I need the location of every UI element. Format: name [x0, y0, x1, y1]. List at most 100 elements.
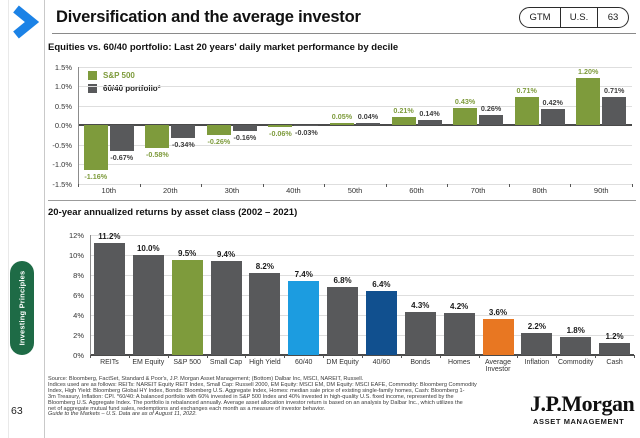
x-tick-label: Bonds [410, 359, 431, 366]
bar-value-label: 7.4% [294, 270, 313, 279]
x-tick-label: High Yield [249, 359, 281, 366]
legend-item-sp500: S&P 500 [88, 71, 161, 80]
bar [288, 281, 320, 355]
tick-mark [595, 355, 597, 358]
y-tick-label: -1.0% [52, 160, 72, 169]
bar-value-label: 3.6% [488, 308, 508, 317]
bar [576, 78, 601, 125]
x-tick-label: 10th [101, 186, 117, 195]
bar-value-label: -0.06% [269, 129, 292, 139]
bar-value-label: 0.43% [454, 97, 476, 107]
tick-mark [90, 355, 91, 358]
y-tick-label: 1.5% [54, 62, 72, 72]
page-title: Diversification and the average investor [56, 8, 361, 26]
tick-mark [245, 355, 247, 358]
bar [482, 319, 514, 355]
tick-mark [167, 355, 169, 358]
page-number: 63 [11, 405, 23, 417]
asset-class-chart-title: 20-year annualized returns by asset clas… [48, 207, 298, 218]
decile-chart-title: Equities vs. 60/40 portfolio: Last 20 ye… [48, 42, 399, 53]
x-tick-label: 70th [470, 186, 486, 195]
grid-line [78, 105, 632, 107]
source-line: net of aggregate mutual fund sales, rede… [48, 405, 326, 412]
sp500-legend-label: S&P 500 [103, 71, 135, 80]
bar-value-label: 6.8% [333, 276, 352, 285]
decile-chart-legend: S&P 500 60/40 portfolio* [88, 71, 161, 97]
bar [210, 261, 242, 355]
bar-value-label: -0.67% [110, 153, 134, 163]
gtm-badge: GTM U.S. 63 [519, 7, 629, 28]
bar [602, 97, 627, 125]
bar-value-label: 2.2% [527, 322, 546, 331]
bar-value-label: 0.71% [604, 86, 625, 96]
bar-value-label: -0.58% [145, 149, 169, 159]
bar-value-label: 1.2% [605, 332, 624, 341]
bar [171, 125, 196, 139]
source-line: Source: Bloomberg, FactSet, Standard & P… [48, 376, 364, 382]
tick-mark [478, 355, 480, 358]
tick-mark [447, 183, 449, 187]
bar-value-label: 1.20% [578, 67, 599, 77]
bar [268, 125, 293, 128]
section-divider [48, 200, 636, 201]
x-tick-label: Average Investor [485, 359, 511, 373]
source-line: Bloomberg U.S. Aggregate Index. The port… [48, 399, 463, 406]
asset-management-label: ASSET MANAGEMENT [533, 417, 625, 426]
bar [365, 291, 397, 355]
portfolio-6040-swatch [88, 84, 97, 93]
bar-value-label: 11.2% [98, 232, 121, 241]
bar [330, 123, 354, 125]
bar [599, 343, 631, 355]
grid-line [90, 255, 634, 256]
bar [232, 125, 257, 132]
tick-mark [439, 355, 441, 358]
bar [540, 108, 565, 125]
gutter-divider [44, 0, 45, 438]
x-tick-label: Homes [448, 359, 471, 366]
bar [443, 313, 475, 355]
investing-principles-tab: Investing Principles [10, 261, 34, 355]
header-rule [52, 33, 636, 34]
y-tick-label: 2% [73, 331, 84, 340]
bar-value-label: 6.4% [372, 280, 391, 289]
bar-value-label: -0.34% [171, 140, 195, 150]
tick-mark [508, 183, 510, 187]
tick-mark [400, 355, 402, 358]
grid-line [90, 315, 634, 316]
grid-line [78, 144, 632, 146]
bar [109, 125, 134, 152]
x-tick-label: Small Cap [209, 359, 243, 366]
y-tick-label: 6% [73, 291, 84, 300]
y-tick-label: 10% [68, 251, 84, 260]
bar-value-label: -0.26% [207, 137, 231, 147]
bar-value-label: 4.2% [450, 302, 469, 311]
x-tick-label: 90th [593, 186, 609, 195]
tick-mark [362, 355, 363, 358]
tick-mark [385, 183, 387, 187]
x-tick-label: 30th [224, 186, 240, 195]
y-tick-label: -0.5% [52, 140, 72, 150]
grid-line [78, 86, 632, 87]
x-tick-label: 40/60 [372, 359, 391, 366]
tick-mark [78, 183, 79, 187]
portfolio-6040-legend-label: 60/40 portfolio* [103, 84, 161, 93]
bar-value-label: 0.26% [480, 103, 502, 113]
jpmorgan-logo: J.P.Morgan [530, 391, 635, 416]
bar-value-label: 9.5% [178, 249, 197, 258]
gtm-badge-page: 63 [607, 12, 619, 23]
x-tick-label: EM Equity [132, 359, 165, 366]
x-tick-label: 40th [286, 186, 301, 195]
source-line: Index, High Yield: Bloomberg Global HY I… [48, 387, 465, 394]
tick-mark [262, 183, 264, 187]
bar-value-label: 8.2% [255, 262, 274, 271]
gtm-badge-gtm: GTM [529, 12, 551, 23]
bar [249, 273, 281, 355]
bar-value-label: 1.8% [566, 326, 585, 335]
x-tick-label: 60th [409, 186, 424, 195]
x-tick-label: 80th [532, 186, 547, 195]
source-note: Source: Bloomberg, FactSet, Standard & P… [48, 376, 530, 418]
tick-mark [570, 183, 572, 187]
